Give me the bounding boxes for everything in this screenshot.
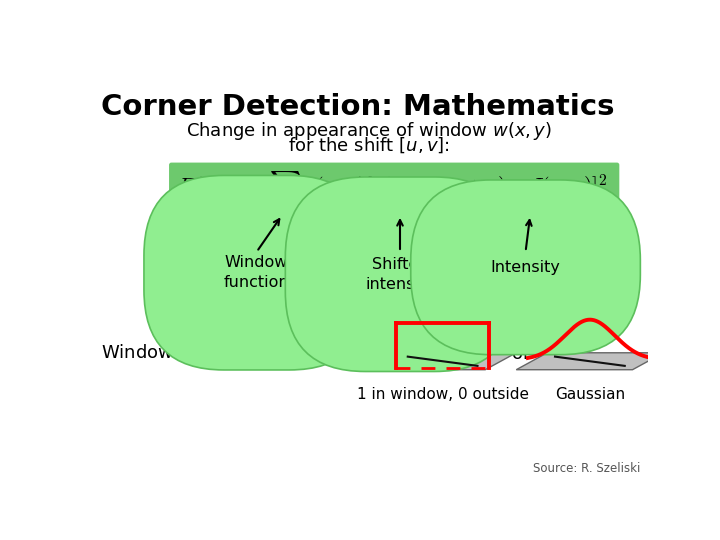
Text: Window function $w(x,y) =$: Window function $w(x,y) =$ [101,342,330,365]
Polygon shape [516,353,664,370]
Text: Window
function: Window function [224,255,289,290]
Text: $E(u,v) = \sum_{x,y} w(x,y)\left[I(x+u,y+v) - I(x,y)\right]^2$: $E(u,v) = \sum_{x,y} w(x,y)\left[I(x+u,y… [176,169,608,218]
Polygon shape [369,353,516,370]
Text: for the shift $[u, v]$:: for the shift $[u, v]$: [288,136,450,155]
FancyBboxPatch shape [169,163,619,225]
Text: Corner Detection: Mathematics: Corner Detection: Mathematics [101,92,614,120]
Text: or: or [513,345,531,362]
Text: Shifted
intensity: Shifted intensity [365,257,435,292]
Text: 1 in window, 0 outside: 1 in window, 0 outside [356,387,528,402]
Text: Intensity: Intensity [490,260,560,275]
Text: Gaussian: Gaussian [555,387,625,402]
Text: Change in appearance of window $w(x, y)$: Change in appearance of window $w(x, y)$ [186,120,552,142]
Text: Source: R. Szeliski: Source: R. Szeliski [533,462,640,475]
